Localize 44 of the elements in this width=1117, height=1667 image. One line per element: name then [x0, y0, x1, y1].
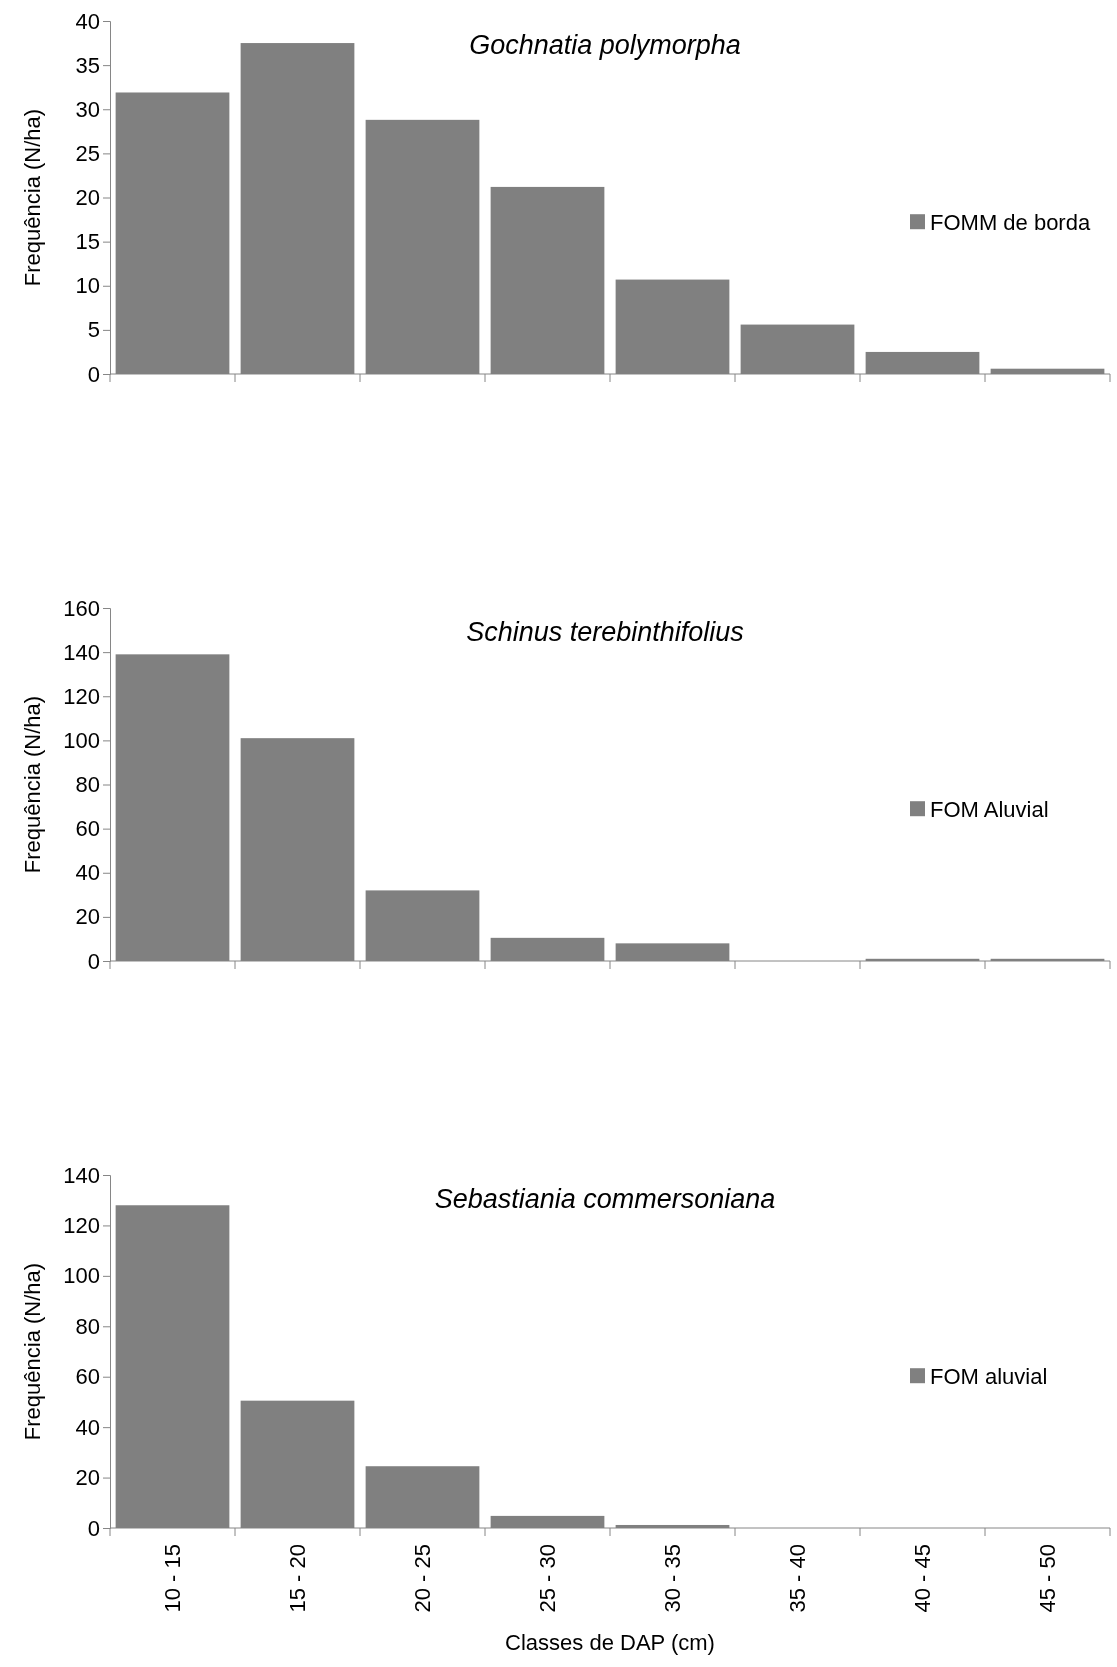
- x-tick-label: 15 - 20: [285, 1544, 311, 1613]
- y-tick-label: 0: [87, 1515, 100, 1541]
- y-tick-label: 40: [75, 8, 100, 34]
- y-axis-title: Frequência (N/ha): [20, 108, 45, 287]
- legend-label: FOMM de borda: [930, 209, 1091, 235]
- y-tick-label: 100: [63, 1263, 100, 1289]
- x-axis-title: Classes de DAP (cm): [505, 1630, 715, 1655]
- x-tick-label: 25 - 30: [535, 1544, 561, 1613]
- y-tick-label: 160: [63, 595, 100, 621]
- y-tick-label: 40: [75, 860, 100, 886]
- x-tick-label: 40 - 45: [910, 1544, 936, 1613]
- y-tick-label: 80: [75, 1313, 100, 1339]
- legend-label: FOM aluvial: [930, 1363, 1048, 1389]
- y-tick-label: 35: [75, 52, 100, 78]
- y-axis-title: Frequência (N/ha): [20, 695, 45, 874]
- chart-title: Sebastiania commersoniana: [434, 1184, 776, 1214]
- x-tick-label: 45 - 50: [1035, 1544, 1061, 1613]
- y-tick-label: 60: [75, 1364, 100, 1390]
- y-tick-label: 120: [63, 1212, 100, 1238]
- chart-title: Gochnatia polymorpha: [469, 30, 741, 60]
- y-tick-label: 120: [63, 683, 100, 709]
- y-tick-label: 40: [75, 1414, 100, 1440]
- x-tick-label: 30 - 35: [660, 1544, 686, 1613]
- legend-label: FOM Aluvial: [930, 796, 1049, 822]
- y-tick-label: 100: [63, 727, 100, 753]
- x-tick-label: 35 - 40: [785, 1544, 811, 1613]
- y-tick-label: 25: [75, 140, 100, 166]
- y-tick-label: 60: [75, 816, 100, 842]
- y-tick-label: 140: [63, 1162, 100, 1188]
- x-tick-label: 10 - 15: [160, 1544, 186, 1613]
- y-tick-label: 15: [75, 229, 100, 255]
- y-tick-label: 20: [75, 1465, 100, 1491]
- y-tick-label: 10: [75, 273, 100, 299]
- y-tick-label: 5: [87, 317, 100, 343]
- x-tick-label: 20 - 25: [410, 1544, 436, 1613]
- y-tick-label: 140: [63, 639, 100, 665]
- y-tick-label: 0: [87, 948, 100, 974]
- y-tick-label: 20: [75, 904, 100, 930]
- y-tick-label: 30: [75, 96, 100, 122]
- y-axis-title: Frequência (N/ha): [20, 1262, 45, 1441]
- y-tick-label: 20: [75, 185, 100, 211]
- y-tick-label: 0: [87, 361, 100, 387]
- chart-title: Schinus terebinthifolius: [466, 617, 744, 647]
- y-tick-label: 80: [75, 772, 100, 798]
